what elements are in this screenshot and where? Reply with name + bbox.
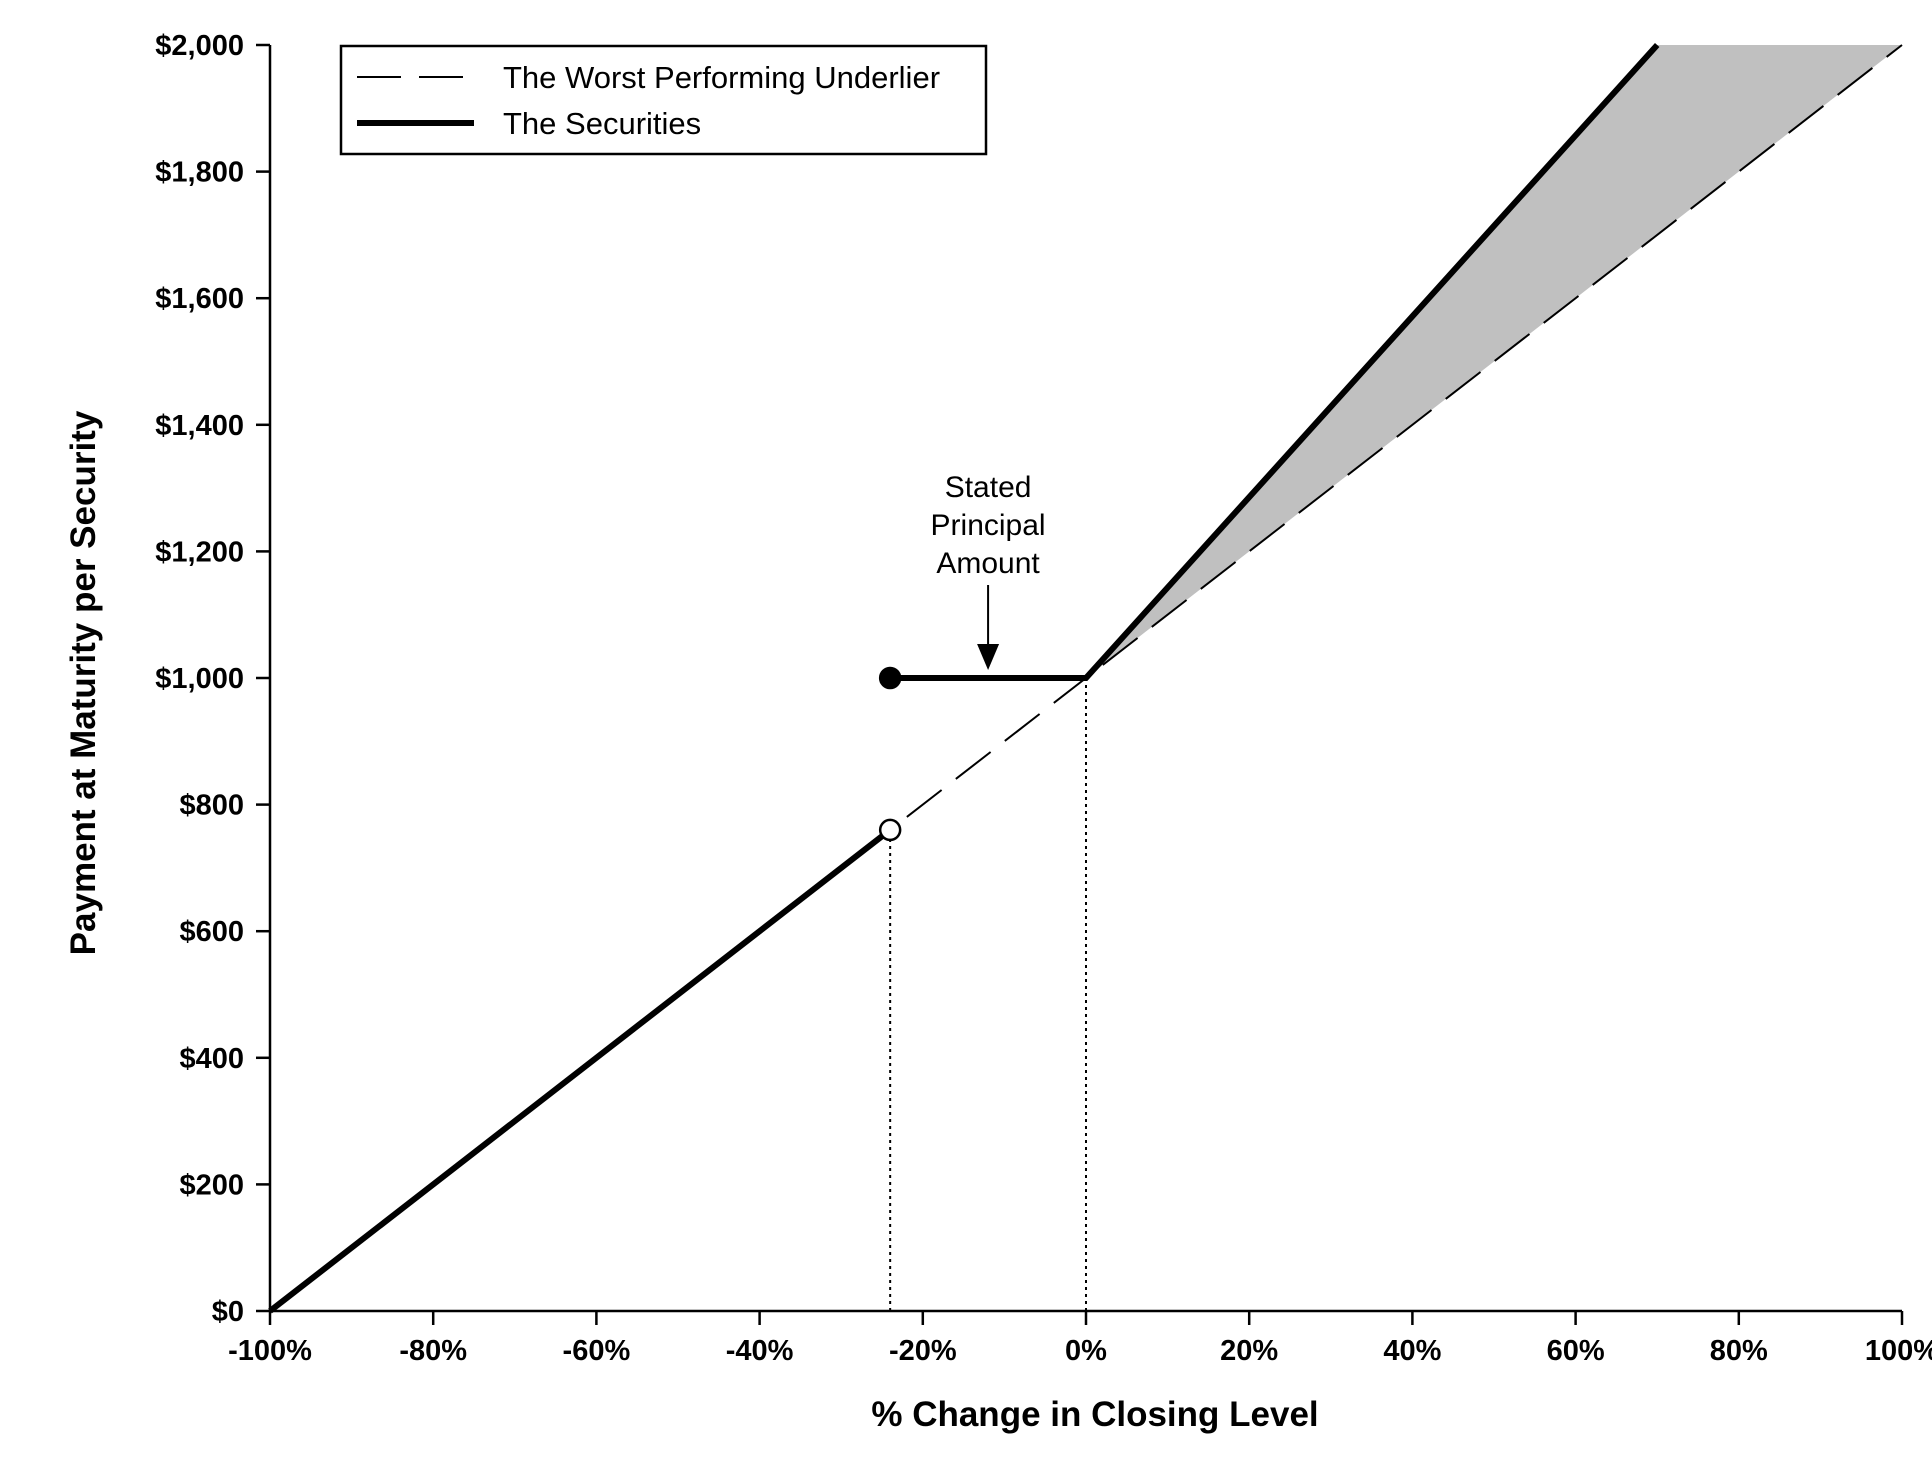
- x-tick-label: 60%: [1547, 1335, 1605, 1367]
- x-tick-label: 100%: [1865, 1335, 1932, 1367]
- x-tick-label: 80%: [1710, 1335, 1768, 1367]
- y-tick-label: $2,000: [155, 30, 244, 62]
- y-tick-label: $0: [212, 1296, 244, 1328]
- annotation: Stated Principal Amount: [931, 471, 1046, 670]
- legend-box: [339, 44, 988, 156]
- series-lines: [268, 42, 1903, 1314]
- y-tick-label: $1,800: [155, 157, 244, 189]
- x-axis-title: % Change in Closing Level: [871, 1395, 1318, 1434]
- y-tick-label: $600: [179, 916, 244, 948]
- x-tick-label: -60%: [563, 1335, 631, 1367]
- y-axis-title: Payment at Maturity per Security: [64, 410, 103, 955]
- legend: The Worst Performing Underlier The Secur…: [339, 44, 988, 156]
- legend-label-underlier: The Worst Performing Underlier: [503, 60, 940, 95]
- y-tick-label: $1,000: [155, 663, 244, 695]
- x-tick-label: -100%: [228, 1335, 312, 1367]
- y-tick-label: $800: [179, 790, 244, 822]
- x-ticks: -100% -80% -60% -40% -20% 0% 20% 40% 60% 80% 100%: [228, 1311, 1932, 1367]
- x-tick-label: 0%: [1065, 1335, 1107, 1367]
- reference-lines: [889, 678, 1087, 1311]
- annotation-line-2: Amount: [936, 547, 1040, 580]
- y-tick-label: $1,600: [155, 283, 244, 315]
- annotation-line-1: Principal: [931, 509, 1046, 542]
- x-tick-label: -40%: [726, 1335, 794, 1367]
- series-line-securities-1: [890, 42, 1660, 681]
- x-tick-label: 40%: [1383, 1335, 1441, 1367]
- y-tick-label: $1,400: [155, 410, 244, 442]
- marker-open: [878, 818, 902, 842]
- x-tick-label: -20%: [889, 1335, 957, 1367]
- annotation-arrow-head: [977, 644, 1000, 670]
- x-tick-label: -80%: [399, 1335, 467, 1367]
- x-tick-label: 20%: [1220, 1335, 1278, 1367]
- series-line-securities-0: [268, 827, 892, 1314]
- markers: [878, 666, 902, 842]
- y-tick-label: $400: [179, 1043, 244, 1075]
- y-tick-label: $1,200: [155, 536, 244, 568]
- y-ticks: $0 $200 $400 $600 $800 $1,000 $1,200 $1,400 $1,6…: [155, 30, 270, 1328]
- y-tick-label: $200: [179, 1169, 244, 1201]
- marker-filled: [878, 666, 902, 690]
- annotation-line-0: Stated: [945, 471, 1032, 504]
- legend-label-securities: The Securities: [503, 106, 701, 141]
